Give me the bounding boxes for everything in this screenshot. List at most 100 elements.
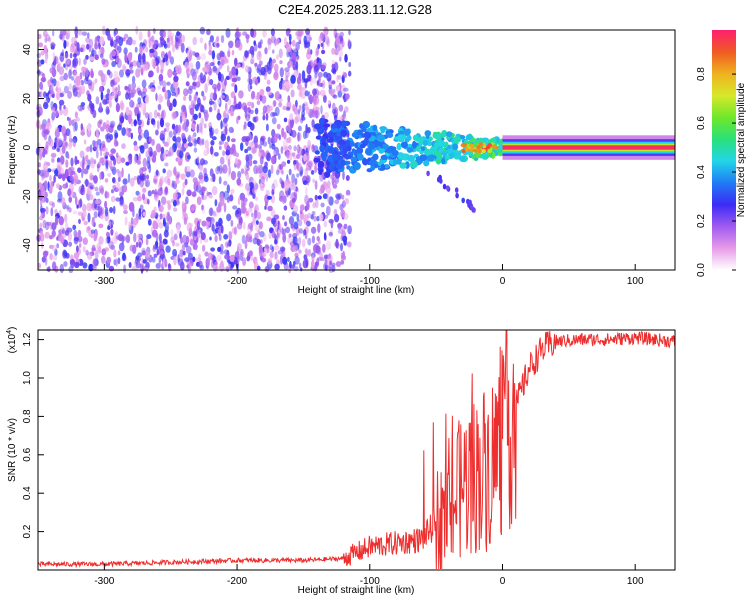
spectrogram-cell: [332, 153, 339, 161]
spectrogram-cell: [47, 265, 51, 273]
spectrogram-cell: [138, 31, 143, 41]
spectrogram-cell: [245, 183, 251, 191]
spectrogram-cell: [100, 90, 104, 101]
spectrogram-cell: [160, 130, 166, 138]
spectrogram-cell: [223, 234, 229, 240]
spectrogram-cell: [187, 252, 193, 260]
spectrogram-cell: [100, 46, 105, 55]
spectrogram-cell: [69, 47, 73, 53]
spectrogram-cell: [55, 138, 61, 148]
spectrogram-cell: [125, 234, 131, 243]
spectrogram-cell: [231, 49, 235, 56]
spectrogram-cell: [328, 218, 334, 224]
spectrogram-cell: [37, 33, 42, 40]
spectrogram-cell: [282, 139, 288, 148]
spectrogram-cell: [80, 79, 85, 86]
spectrogram-cell: [258, 221, 263, 230]
spectrogram-x-label: Height of straight line (km): [298, 285, 415, 296]
spectrogram-cell: [87, 122, 91, 133]
spectrogram-cell: [50, 101, 54, 110]
spectrogram-cell: [350, 156, 358, 163]
spectrogram-cell: [357, 153, 364, 161]
spectrogram-cell: [194, 94, 198, 100]
spectrogram-cell: [193, 235, 197, 241]
spectrogram-cell: [267, 169, 272, 179]
spectrogram-cell: [56, 183, 60, 189]
spectrogram-cell: [339, 203, 344, 211]
spectrogram-cell: [298, 262, 302, 269]
spectrogram-cell: [142, 259, 147, 264]
spectrogram-cell: [68, 196, 72, 203]
x-tick-label: -100: [360, 576, 380, 587]
spectrogram-cell: [274, 63, 279, 72]
spectrogram-cell: [209, 62, 215, 67]
spectrogram-cell: [56, 243, 60, 249]
spectrogram-cell: [149, 48, 155, 54]
spectrogram-cell: [298, 104, 302, 112]
spectrogram-cell: [252, 256, 258, 265]
spectrogram-cell: [461, 197, 466, 204]
spectrogram-cell: [149, 36, 154, 42]
spectrogram-cell: [323, 112, 329, 119]
spectrogram-cell: [265, 113, 269, 121]
spectrogram-cell: [356, 147, 364, 154]
spectrogram-cell: [236, 76, 241, 82]
spectrogram-cell: [82, 69, 86, 77]
spectrogram-cell: [188, 85, 194, 91]
spectrogram-cell: [449, 152, 455, 159]
spectrogram-cell: [315, 198, 319, 209]
spectrogram-cell: [44, 55, 48, 64]
spectrogram-cell: [187, 142, 193, 147]
spectrogram-cell: [164, 212, 168, 223]
spectrogram-cell: [222, 150, 226, 157]
spectrogram-cell: [188, 51, 192, 61]
spectrogram-cell: [335, 85, 340, 92]
spectrogram-cell: [323, 123, 331, 128]
spectrogram-cell: [181, 105, 186, 112]
spectrogram-cell: [106, 88, 111, 95]
spectrogram-cell: [344, 198, 350, 205]
spectrogram-cell: [111, 165, 114, 170]
spectrogram-cell: [300, 91, 306, 100]
spectrogram-cell: [101, 79, 106, 87]
spectrogram-cell: [231, 138, 236, 143]
spectrogram-cell: [78, 218, 81, 224]
spectrogram-cell: [331, 47, 336, 55]
spectrogram-cell: [86, 251, 93, 260]
spectrogram-cell: [301, 87, 306, 92]
spectrogram-cell: [151, 256, 156, 263]
spectrogram-cell: [368, 160, 376, 166]
spectrogram-cell: [62, 228, 65, 235]
spectrogram-cell: [323, 26, 329, 36]
spectrogram-cell: [76, 204, 79, 209]
spectrogram-cell: [54, 208, 58, 215]
spectrogram-cell: [326, 72, 332, 82]
spectrogram-cell: [136, 195, 142, 202]
spectrogram-cell: [219, 196, 225, 207]
spectrogram-cell: [305, 257, 309, 268]
spectrogram-cell: [209, 100, 215, 105]
spectrogram-cell: [170, 40, 176, 48]
spectrogram-cell: [282, 105, 287, 111]
spectrogram-cell: [306, 64, 312, 75]
spectrogram-cell: [315, 106, 320, 111]
spectrogram-cell: [445, 155, 450, 160]
spectrogram-cell: [108, 100, 112, 108]
spectrogram-cell: [80, 84, 86, 95]
spectrogram-cell: [325, 240, 332, 251]
spectrogram-cell: [173, 256, 177, 266]
spectrogram-cell: [122, 178, 128, 185]
spectrogram-cell: [124, 216, 128, 226]
spectrogram-cell: [345, 175, 350, 181]
spectrogram-cell: [443, 142, 448, 149]
spectrogram-cell: [206, 190, 209, 197]
spectrogram-cell: [158, 260, 161, 269]
spectrogram-cell: [91, 219, 95, 227]
spectrogram-cell: [167, 203, 172, 211]
spectrogram-cell: [345, 160, 351, 165]
spectrogram-cell: [237, 197, 241, 206]
spectrogram-cell: [67, 232, 73, 242]
spectrogram-cell: [345, 93, 350, 100]
spectrogram-cell: [101, 58, 106, 65]
spectrogram-cell: [162, 168, 166, 174]
